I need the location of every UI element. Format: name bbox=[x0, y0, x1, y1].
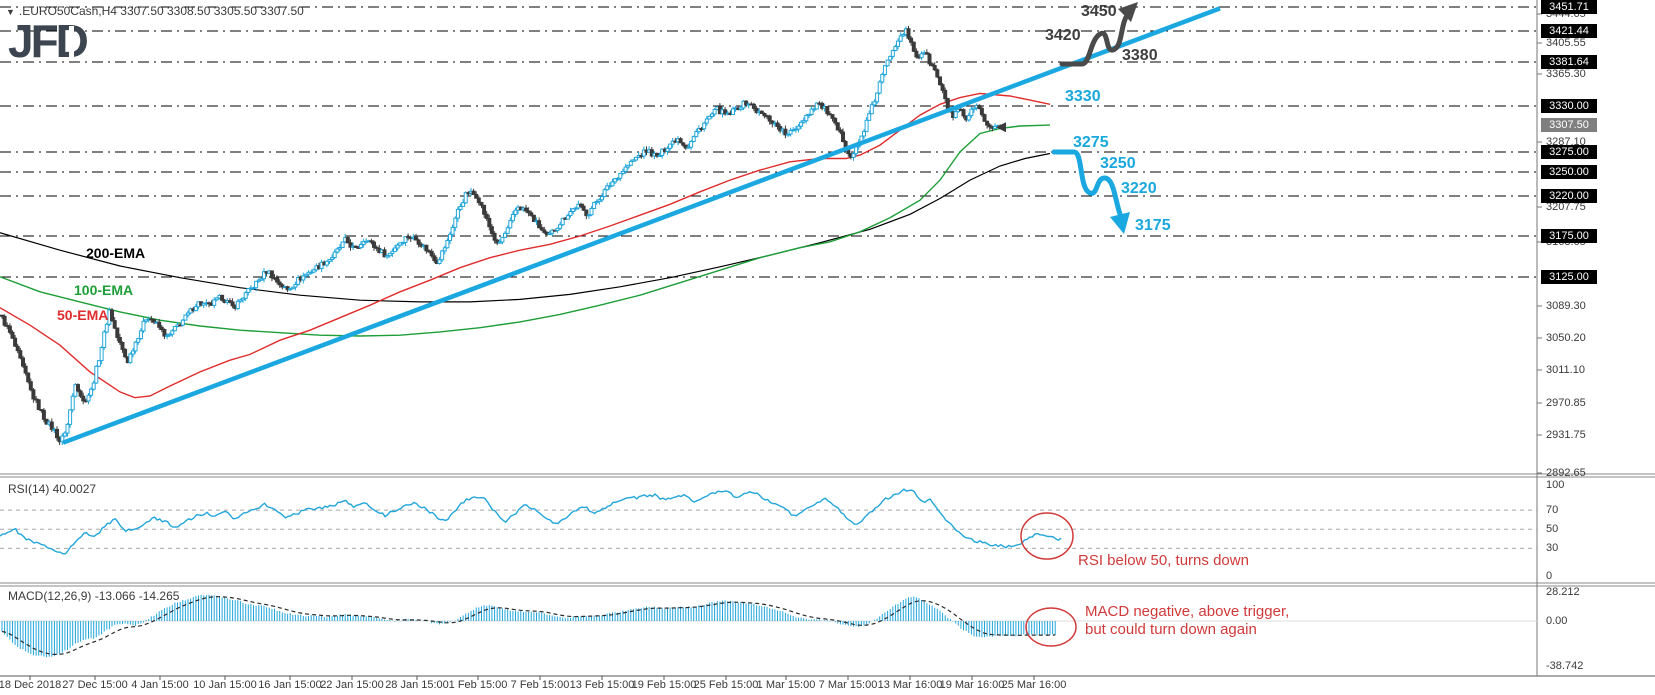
price-tick-label[interactable]: 2892.65 bbox=[1546, 467, 1586, 479]
time-axis-label[interactable]: 25 Mar 16:00 bbox=[1001, 679, 1067, 691]
level-annotation-3420: 3420 bbox=[1045, 27, 1081, 44]
rsi-axis-label[interactable]: 30 bbox=[1546, 542, 1559, 554]
highlight-circle-rsi bbox=[1020, 512, 1074, 560]
price-level-badge[interactable]: 3275.00 bbox=[1541, 145, 1597, 159]
level-annotation-3275: 3275 bbox=[1073, 134, 1109, 151]
uptrend-trendline[interactable] bbox=[62, 6, 1221, 445]
price-level-badge[interactable]: 3451.71 bbox=[1541, 0, 1597, 14]
price-tick-label[interactable]: 3089.30 bbox=[1546, 300, 1586, 312]
price-level-badge[interactable]: 3220.00 bbox=[1541, 189, 1597, 203]
rsi-axis-label[interactable]: 50 bbox=[1546, 523, 1559, 535]
100-ema-label: 100-EMA bbox=[74, 282, 134, 298]
time-axis-label[interactable]: 22 Jan 15:00 bbox=[320, 679, 384, 691]
macd-axis-label[interactable]: 0.00 bbox=[1546, 615, 1568, 627]
time-axis-label[interactable]: 13 Mar 16:00 bbox=[877, 679, 943, 691]
macd-axis-label[interactable]: 28.212 bbox=[1546, 586, 1580, 598]
rsi-indicator-label: RSI(14) 40.0027 bbox=[8, 482, 97, 496]
level-annotation-3175: 3175 bbox=[1135, 217, 1171, 234]
price-level-badge[interactable]: 3125.00 bbox=[1541, 270, 1597, 284]
last-price-marker bbox=[996, 122, 1006, 133]
macd-annotation-text-line1: MACD negative, above trigger, bbox=[1085, 603, 1290, 620]
price-level-badge[interactable]: 3175.00 bbox=[1541, 229, 1597, 243]
200-ema-label: 200-EMA bbox=[86, 245, 146, 261]
bullish-scenario-arrow-head bbox=[1118, 2, 1138, 22]
rsi-annotation-text: RSI below 50, turns down bbox=[1078, 552, 1249, 569]
time-axis-label[interactable]: 18 Dec 2018 bbox=[0, 679, 62, 691]
rsi-axis-label[interactable]: 0 bbox=[1546, 570, 1553, 582]
rsi-line bbox=[0, 488, 1062, 555]
time-axis-label[interactable]: 10 Jan 15:00 bbox=[193, 679, 257, 691]
price-tick-label[interactable]: 2970.85 bbox=[1546, 397, 1586, 409]
rsi-axis-label[interactable]: 70 bbox=[1546, 504, 1559, 516]
chart-title-bar: ▼ .EURO50Cash,H4 3307.50 3308.50 3305.50 … bbox=[6, 4, 304, 18]
bearish-scenario-arrow bbox=[1051, 149, 1123, 217]
rsi-axis-label[interactable]: 100 bbox=[1546, 479, 1565, 491]
time-axis-label[interactable]: 7 Feb 15:00 bbox=[510, 679, 570, 691]
50-ema-label: 50-EMA bbox=[57, 307, 109, 323]
jfd-logo-slit bbox=[69, 26, 74, 58]
macd-histogram bbox=[1, 594, 1056, 658]
macd-signal-line bbox=[1, 596, 1056, 656]
time-axis-label[interactable]: 16 Jan 15:00 bbox=[258, 679, 322, 691]
symbol-dropdown-icon[interactable]: ▼ bbox=[6, 7, 15, 17]
candlestick-series bbox=[0, 25, 1005, 446]
symbol-ohlc-title: .EURO50Cash,H4 3307.50 3308.50 3305.50 3… bbox=[18, 4, 304, 18]
ema200-line bbox=[0, 152, 1051, 303]
price-level-badge[interactable]: 3421.44 bbox=[1541, 24, 1597, 38]
price-tick-label[interactable]: 3365.30 bbox=[1546, 68, 1586, 80]
macd-annotation-text-line2: but could turn down again bbox=[1085, 621, 1257, 638]
level-annotation-3250: 3250 bbox=[1100, 155, 1136, 172]
price-tick-label[interactable]: 3405.55 bbox=[1546, 37, 1586, 49]
time-axis-label[interactable]: 19 Feb 15:00 bbox=[631, 679, 697, 691]
price-level-badge[interactable]: 3381.64 bbox=[1541, 55, 1597, 69]
time-axis-label[interactable]: 1 Feb 15:00 bbox=[448, 679, 508, 691]
time-axis-label[interactable]: 13 Feb 15:00 bbox=[569, 679, 635, 691]
time-axis-label[interactable]: 25 Feb 15:00 bbox=[693, 679, 759, 691]
level-annotation-3380: 3380 bbox=[1122, 47, 1158, 64]
current-price-badge: 3307.50 bbox=[1541, 118, 1597, 132]
level-annotation-3330: 3330 bbox=[1065, 88, 1101, 105]
level-annotation-3450: 3450 bbox=[1081, 3, 1117, 20]
ema50-line bbox=[0, 92, 1051, 399]
price-level-badge[interactable]: 3250.00 bbox=[1541, 165, 1597, 179]
price-tick-label[interactable]: 3207.75 bbox=[1546, 201, 1586, 213]
time-axis-label[interactable]: 27 Dec 15:00 bbox=[62, 679, 128, 691]
bullish-scenario-arrow bbox=[1059, 11, 1131, 67]
time-axis-label[interactable]: 4 Jan 15:00 bbox=[131, 679, 189, 691]
price-tick-label[interactable]: 2931.75 bbox=[1546, 429, 1586, 441]
time-axis-label[interactable]: 28 Jan 15:00 bbox=[385, 679, 449, 691]
time-axis-label[interactable]: 7 Mar 15:00 bbox=[818, 679, 878, 691]
ema100-line bbox=[0, 124, 1051, 337]
price-level-badge[interactable]: 3330.00 bbox=[1541, 99, 1597, 113]
bearish-scenario-arrow-head bbox=[1110, 212, 1130, 234]
price-tick-label[interactable]: 3050.20 bbox=[1546, 332, 1586, 344]
level-annotation-3220: 3220 bbox=[1121, 180, 1157, 197]
macd-indicator-label: MACD(12,26,9) -13.066 -14.265 bbox=[8, 589, 180, 603]
macd-axis-label[interactable]: -38.742 bbox=[1546, 660, 1584, 672]
price-tick-label[interactable]: 3011.10 bbox=[1546, 364, 1585, 376]
highlight-circle-macd bbox=[1025, 607, 1077, 647]
time-axis-label[interactable]: 1 Mar 15:00 bbox=[756, 679, 816, 691]
time-axis-label[interactable]: 19 Mar 16:00 bbox=[939, 679, 1005, 691]
jfd-logo: JFD bbox=[8, 15, 89, 67]
